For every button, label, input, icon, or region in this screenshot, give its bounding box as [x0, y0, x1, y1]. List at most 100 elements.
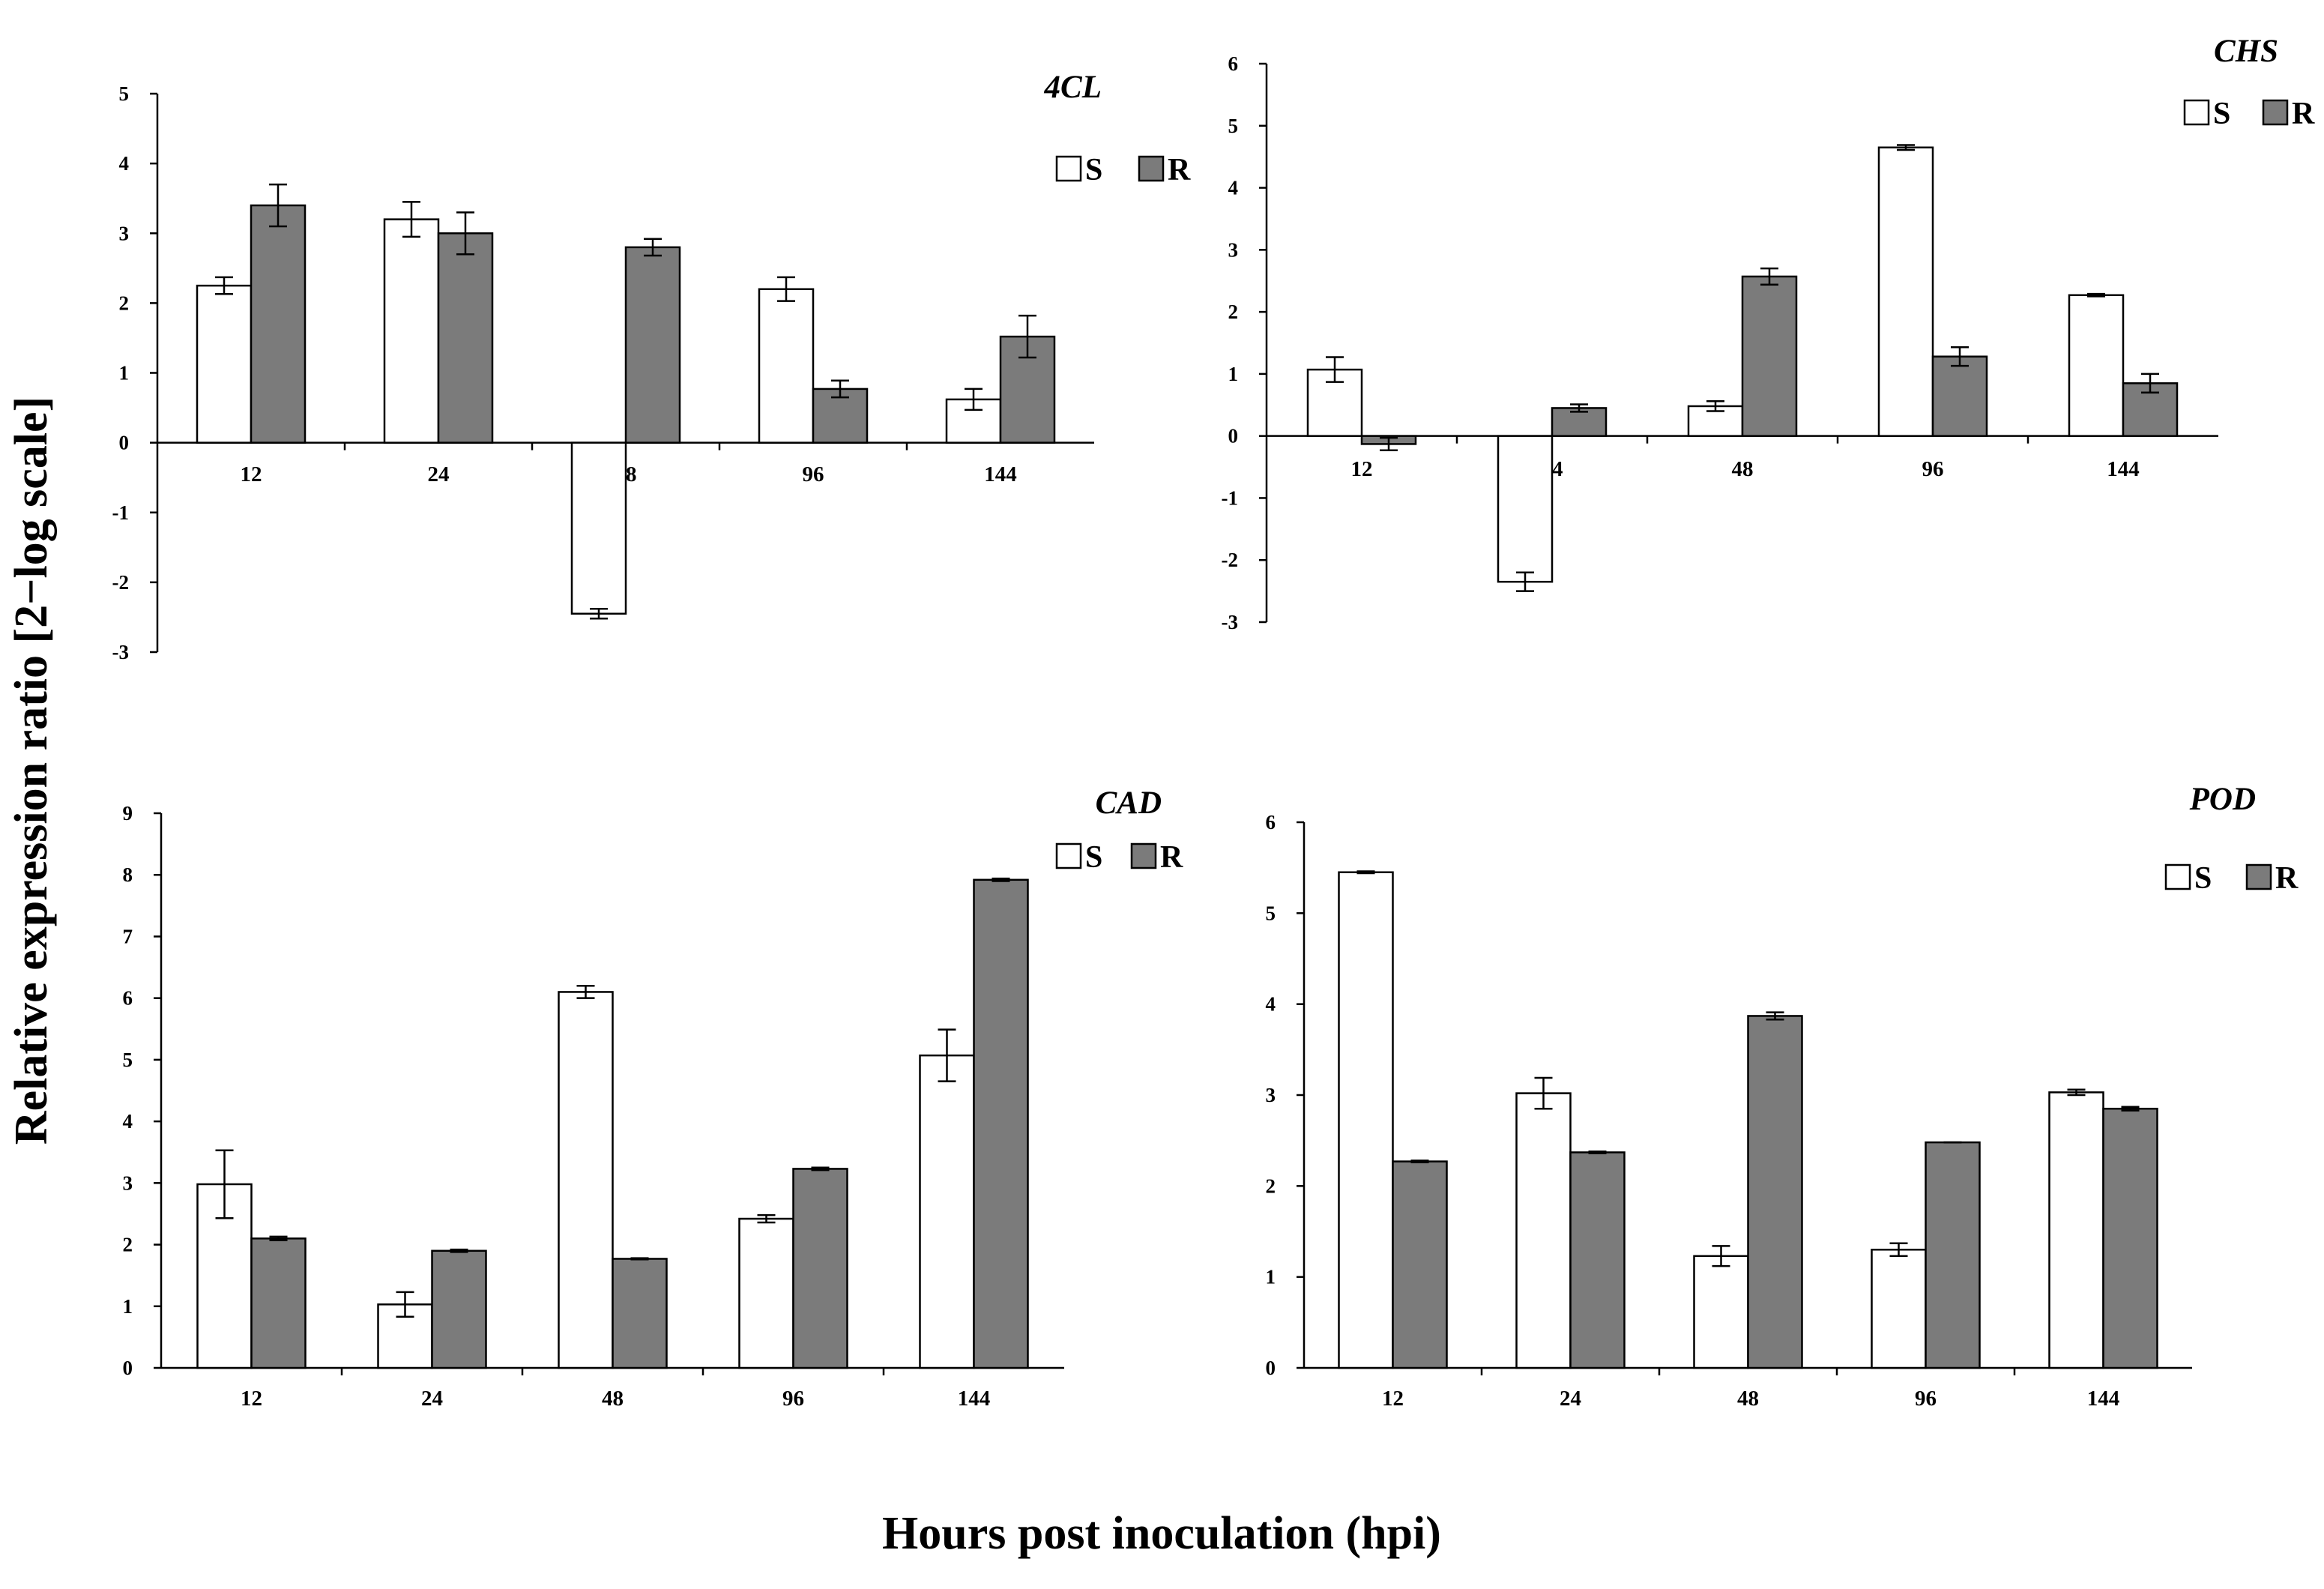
bar-s-cad: [738, 1217, 794, 1369]
y-tick-label-pod: 5: [1266, 902, 1276, 924]
y-tick-label-chs: 2: [1228, 301, 1239, 323]
x-tick-label-4cl: 144: [984, 462, 1017, 486]
bar-r-pod: [1925, 1141, 1981, 1369]
y-tick-label-4cl: 1: [119, 362, 130, 385]
x-tick-label-cad: 24: [421, 1387, 443, 1411]
y-tick-label-chs: 4: [1228, 177, 1239, 199]
bar-s-pod: [1338, 871, 1394, 1369]
error-bar-r-chs: [2141, 373, 2159, 394]
error-bar-s-cad: [576, 984, 595, 999]
error-bar-s-pod: [1889, 1242, 1908, 1258]
bar-r-4cl: [250, 204, 307, 444]
panel-title-chs: CHS: [2214, 34, 2278, 69]
error-bar-s-4cl: [215, 276, 233, 295]
error-bar-r-cad: [269, 1235, 288, 1242]
error-bar-r-pod: [1588, 1150, 1607, 1154]
y-tick-label-chs: 3: [1228, 238, 1239, 261]
y-tick-label-cad: 9: [123, 802, 133, 824]
bar-r-pod: [2102, 1107, 2158, 1369]
legend-label-s-cad: S: [1085, 840, 1102, 875]
y-tick-label-4cl: -2: [112, 571, 130, 594]
error-bar-s-chs: [1326, 356, 1344, 383]
legend-swatch-s-4cl: [1055, 155, 1082, 182]
x-tick-label-pod: 24: [1560, 1387, 1581, 1411]
legend-swatch-s-chs: [2183, 99, 2210, 126]
y-tick-label-4cl: 0: [119, 432, 130, 454]
y-tick-label-cad: 2: [123, 1234, 133, 1256]
y-tick-label-4cl: 5: [119, 82, 130, 105]
bar-s-pod: [1871, 1249, 1927, 1369]
y-tick-label-cad: 5: [123, 1049, 133, 1071]
y-tick-label-cad: 0: [123, 1357, 133, 1379]
y-tick-label-chs: -3: [1222, 611, 1239, 633]
y-tick-label-pod: 2: [1266, 1175, 1276, 1197]
bar-r-pod: [1569, 1151, 1626, 1369]
bar-r-cad: [792, 1168, 848, 1369]
x-tick-label-pod: 144: [2087, 1387, 2120, 1411]
error-bar-s-4cl: [965, 388, 983, 411]
chart-panel-4cl: -3-2-1012345122448961444CLSR: [112, 70, 1192, 663]
y-tick-label-cad: 4: [123, 1110, 133, 1133]
bar-r-4cl: [624, 246, 681, 444]
error-bar-r-chs: [1570, 403, 1588, 413]
legend-swatch-r-4cl: [1138, 155, 1165, 182]
error-bar-r-chs: [1951, 346, 1969, 367]
y-tick-label-chs: 6: [1228, 52, 1239, 75]
bar-r-cad: [973, 878, 1029, 1369]
error-bar-s-chs: [1897, 144, 1915, 151]
legend-swatch-s-pod: [2164, 863, 2191, 890]
y-tick-label-pod: 6: [1266, 811, 1276, 833]
legend-label-r-4cl: R: [1168, 153, 1191, 187]
x-tick-label-chs: 12: [1351, 457, 1373, 481]
y-tick-label-chs: 5: [1228, 115, 1239, 137]
error-bar-s-4cl: [402, 201, 420, 238]
y-tick-label-pod: 3: [1266, 1084, 1276, 1106]
legend-label-s-4cl: S: [1085, 153, 1102, 187]
y-tick-label-chs: 1: [1228, 363, 1239, 385]
bar-r-chs: [1741, 275, 1798, 437]
bar-s-chs: [2068, 294, 2125, 437]
error-bar-r-cad: [630, 1257, 649, 1261]
error-bar-r-cad: [450, 1248, 468, 1253]
chart-panel-chs: -3-2-1012345612244896144CHSSR: [1222, 34, 2316, 633]
panel-title-pod: POD: [2189, 782, 2256, 817]
legend-label-r-pod: R: [2275, 861, 2299, 896]
legend-label-r-chs: R: [2292, 97, 2315, 131]
x-tick-label-chs: 144: [2107, 457, 2140, 481]
error-bar-r-4cl: [456, 211, 474, 256]
y-tick-label-4cl: 2: [119, 292, 130, 314]
error-bar-s-pod: [1356, 870, 1375, 875]
y-tick-label-4cl: 3: [119, 222, 130, 244]
error-bar-s-chs: [1516, 571, 1534, 592]
bar-s-4cl: [383, 218, 440, 444]
y-tick-label-cad: 7: [123, 925, 133, 947]
bar-s-pod: [1515, 1092, 1572, 1369]
error-bar-r-pod: [1410, 1160, 1429, 1164]
bar-r-pod: [1747, 1015, 1803, 1369]
y-axis-title: Relative expression ratio [2−log scale]: [6, 397, 57, 1145]
bar-s-cad: [558, 991, 614, 1369]
bar-r-pod: [1392, 1160, 1448, 1369]
bar-r-cad: [431, 1249, 487, 1369]
bar-r-cad: [612, 1258, 668, 1369]
error-bar-r-chs: [1380, 436, 1398, 451]
y-tick-label-chs: -2: [1222, 549, 1239, 571]
y-tick-label-4cl: -1: [112, 501, 130, 524]
error-bar-r-4cl: [831, 379, 849, 399]
bar-s-chs: [1497, 435, 1554, 583]
legend-label-s-chs: S: [2213, 97, 2230, 131]
legend-swatch-s-cad: [1055, 842, 1082, 869]
y-tick-label-pod: 1: [1266, 1266, 1276, 1288]
error-bar-r-chs: [1760, 267, 1778, 286]
x-tick-label-chs: 48: [1732, 457, 1754, 481]
x-tick-label-cad: 96: [782, 1387, 804, 1411]
error-bar-s-pod: [1534, 1076, 1553, 1110]
y-tick-label-4cl: -3: [112, 641, 130, 663]
x-tick-label-chs: 96: [1922, 457, 1944, 481]
error-bar-s-pod: [1712, 1245, 1730, 1267]
error-bar-s-cad: [396, 1291, 414, 1318]
x-tick-label-pod: 48: [1737, 1387, 1759, 1411]
bar-s-pod: [2048, 1091, 2104, 1369]
